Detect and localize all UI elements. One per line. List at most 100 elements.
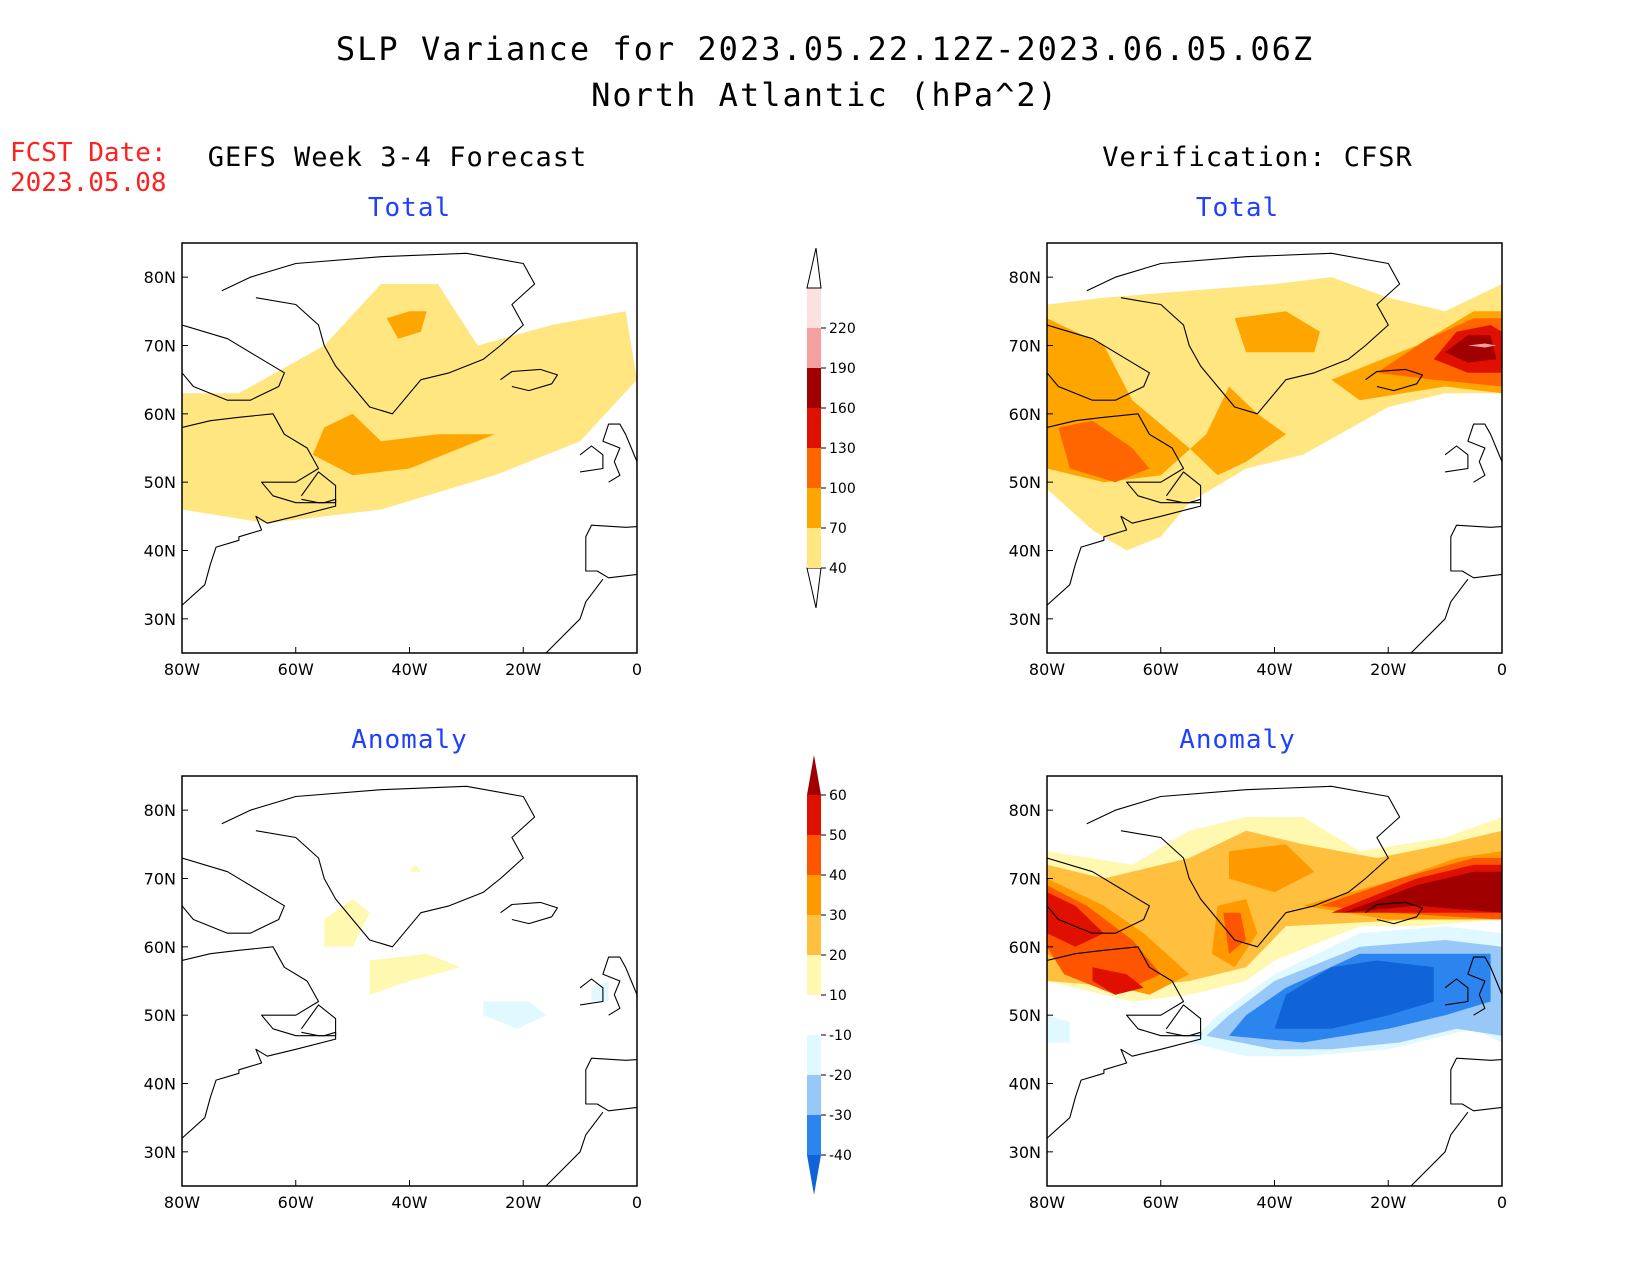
lon-tick-label: 60W (278, 660, 314, 679)
coastline-newfoundland (1165, 1004, 1202, 1037)
lon-tick-label: 0 (632, 1193, 642, 1212)
lon-tick-label: 20W (1370, 1193, 1406, 1212)
colorbar-label: -10 (829, 1028, 852, 1044)
coastline-ireland (579, 978, 604, 1006)
colorbar-segment (807, 368, 821, 408)
colorbar-segment (807, 448, 821, 488)
lon-tick-label: 80W (164, 660, 200, 679)
contour-level-70 (386, 311, 427, 339)
colorbar-label: 60 (829, 788, 847, 804)
colorbar-segment (807, 915, 821, 955)
lat-tick-label: 60N (1009, 405, 1041, 424)
map-content (1047, 776, 1502, 1186)
lat-tick-label: 60N (1009, 938, 1041, 957)
contour-level-10 (324, 899, 370, 947)
colorbar-segment (807, 875, 821, 915)
lat-tick-label: 80N (144, 801, 176, 820)
colorbar-segment (807, 1115, 821, 1155)
lat-tick-label: 50N (1009, 473, 1041, 492)
coastline-labrador (1047, 946, 1202, 1139)
lon-tick-label: 40W (391, 1193, 427, 1212)
lat-tick-label: 60N (144, 938, 176, 957)
panel-label-verification-anomaly: Anomaly (1179, 725, 1296, 755)
colorbar-label: 10 (829, 988, 847, 1004)
contour-level-70 (312, 413, 495, 476)
coastline-iceland (1365, 901, 1423, 925)
lon-tick-label: 60W (1143, 660, 1179, 679)
contour-level-190 (1467, 343, 1497, 348)
colorbar-segment (807, 528, 821, 568)
lon-tick-label: 60W (1143, 1193, 1179, 1212)
coastline-iberia (585, 1057, 637, 1112)
contour-level-160 (1445, 335, 1497, 363)
panel-label-forecast-total: Total (367, 193, 452, 223)
colorbar-lower-arrow (806, 567, 822, 609)
colorbar-label: 50 (829, 828, 847, 844)
lon-tick-label: 80W (1029, 660, 1065, 679)
lat-tick-label: 70N (144, 337, 176, 356)
lat-tick-label: 80N (1009, 801, 1041, 820)
coastline-britain (1467, 956, 1502, 1016)
coastline-iberia (1450, 524, 1502, 579)
map-content (1047, 243, 1502, 653)
contour-level-50 (1092, 967, 1144, 995)
colorbar-label: -40 (829, 1148, 852, 1164)
lat-tick-label: 30N (1009, 1143, 1041, 1162)
contour-level-30 (1229, 844, 1315, 893)
coastline-britain (1467, 423, 1502, 483)
contour-level--10 (483, 1001, 546, 1029)
map-content (182, 243, 637, 653)
colorbar-label: 70 (829, 521, 847, 537)
coastline-iberia (585, 524, 637, 579)
coastline-greenland (1086, 252, 1401, 415)
fcst-date-value: 2023.05.08 (10, 168, 167, 198)
lat-tick-label: 50N (144, 1006, 176, 1025)
coastline-iceland (1365, 368, 1423, 392)
lon-tick-label: 80W (1029, 1193, 1065, 1212)
colorbar-lower-arrow (807, 1155, 821, 1195)
lon-tick-label: 0 (1497, 1193, 1507, 1212)
colorbar-label: 100 (829, 481, 856, 497)
coastline-africa (545, 1111, 604, 1186)
coastline-newfoundland (1165, 471, 1202, 504)
contour-level--40 (1274, 960, 1434, 1029)
coastline-iceland (500, 901, 558, 925)
colorbar-label: 220 (829, 321, 856, 337)
colorbar-segment (807, 328, 821, 368)
coastline-greenland (1086, 785, 1401, 948)
colorbar-label: -30 (829, 1108, 852, 1124)
colorbar-label: 130 (829, 441, 856, 457)
coastline-labrador (182, 946, 337, 1139)
verification-anomaly-map: 80W 60W 40W 20W 0 80N 70N 60N 50N 40N 30N (1009, 775, 1507, 1212)
contour-level-40 (182, 284, 637, 524)
lat-tick-label: 40N (1009, 1075, 1041, 1094)
colorbar-label: 190 (829, 361, 856, 377)
colorbar-segment (807, 835, 821, 875)
coastline-britain (602, 423, 637, 483)
panel-label-forecast-anomaly: Anomaly (351, 725, 468, 755)
colorbar-segment (807, 795, 821, 835)
lon-tick-label: 0 (632, 660, 642, 679)
coastline-baffin (182, 857, 285, 934)
forecast-total-map: 80W 60W 40W 20W 0 80N 70N 60N 50N 40N 30N (144, 242, 642, 679)
colorbar-segment (807, 1075, 821, 1115)
contour-level-20 (1047, 830, 1502, 988)
lon-tick-label: 20W (505, 1193, 541, 1212)
colorbar-label: 30 (829, 908, 847, 924)
verification-column-title: Verification: CFSR (1102, 142, 1413, 173)
contour-level-100 (1058, 420, 1150, 483)
colorbar-segment (807, 955, 821, 995)
lon-tick-label: 20W (1370, 660, 1406, 679)
contour-level-60 (1342, 871, 1502, 913)
colorbar-upper-arrow (807, 755, 821, 795)
fcst-date-label: FCST Date: (10, 138, 167, 168)
coastline-africa (1410, 578, 1469, 653)
contour-level-40 (1223, 912, 1247, 954)
contour-level-70 (1234, 311, 1320, 353)
lat-tick-label: 70N (144, 870, 176, 889)
colorbar-label: 40 (829, 868, 847, 884)
colorbar-label: 160 (829, 401, 856, 417)
lon-tick-label: 0 (1497, 660, 1507, 679)
contour-level--10 (1047, 1015, 1070, 1043)
colorbar-segment (807, 488, 821, 528)
